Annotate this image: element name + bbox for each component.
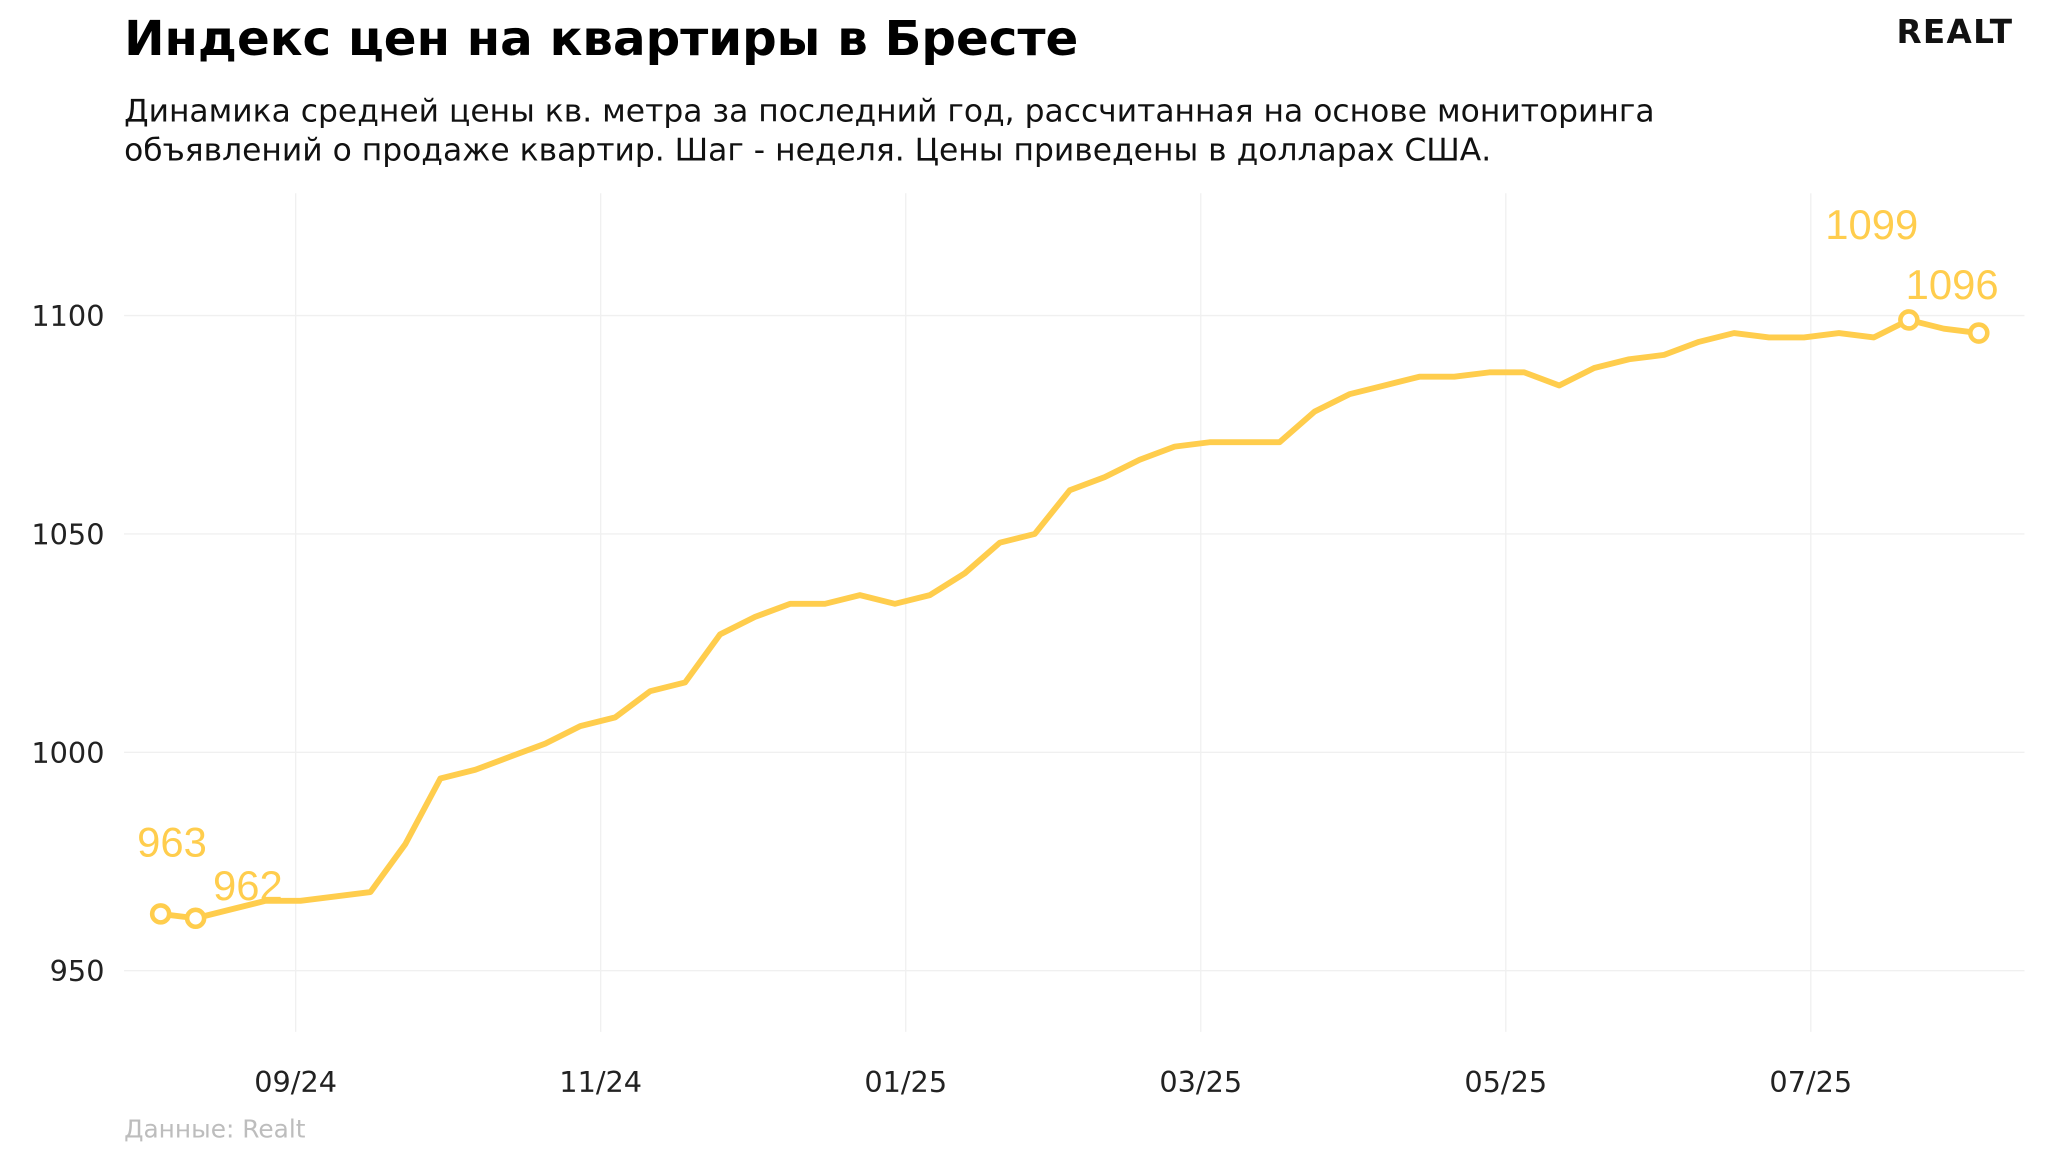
y-tick-label: 950 <box>50 954 105 988</box>
y-tick-label: 1050 <box>31 517 104 551</box>
data-source: Данные: Realt <box>124 1115 306 1145</box>
x-tick-label: 05/25 <box>1464 1065 1547 1099</box>
data-point-marker <box>1968 322 1990 344</box>
data-label: 1099 <box>1825 201 1918 248</box>
x-tick-label: 09/24 <box>254 1065 337 1099</box>
chart-title: Индекс цен на квартиры в Бресте <box>124 10 1079 67</box>
x-tick-label: 03/25 <box>1159 1065 1242 1099</box>
data-label: 963 <box>137 818 207 865</box>
price-index-line <box>160 317 1980 922</box>
x-tick-label: 01/25 <box>864 1065 947 1099</box>
x-tick-label: 11/24 <box>559 1065 642 1099</box>
realt-logo: REALT <box>1896 13 2014 51</box>
data-label: 962 <box>213 862 283 909</box>
data-point-marker <box>184 907 207 930</box>
y-tick-label: 1000 <box>31 736 104 770</box>
chart-subtitle: Динамика средней цены кв. метра за после… <box>124 92 1655 169</box>
y-tick-label: 1100 <box>31 299 104 333</box>
data-label: 1096 <box>1906 261 1999 308</box>
x-tick-label: 07/25 <box>1769 1065 1852 1099</box>
data-point-marker <box>1898 309 1920 331</box>
data-point-marker <box>149 903 172 925</box>
